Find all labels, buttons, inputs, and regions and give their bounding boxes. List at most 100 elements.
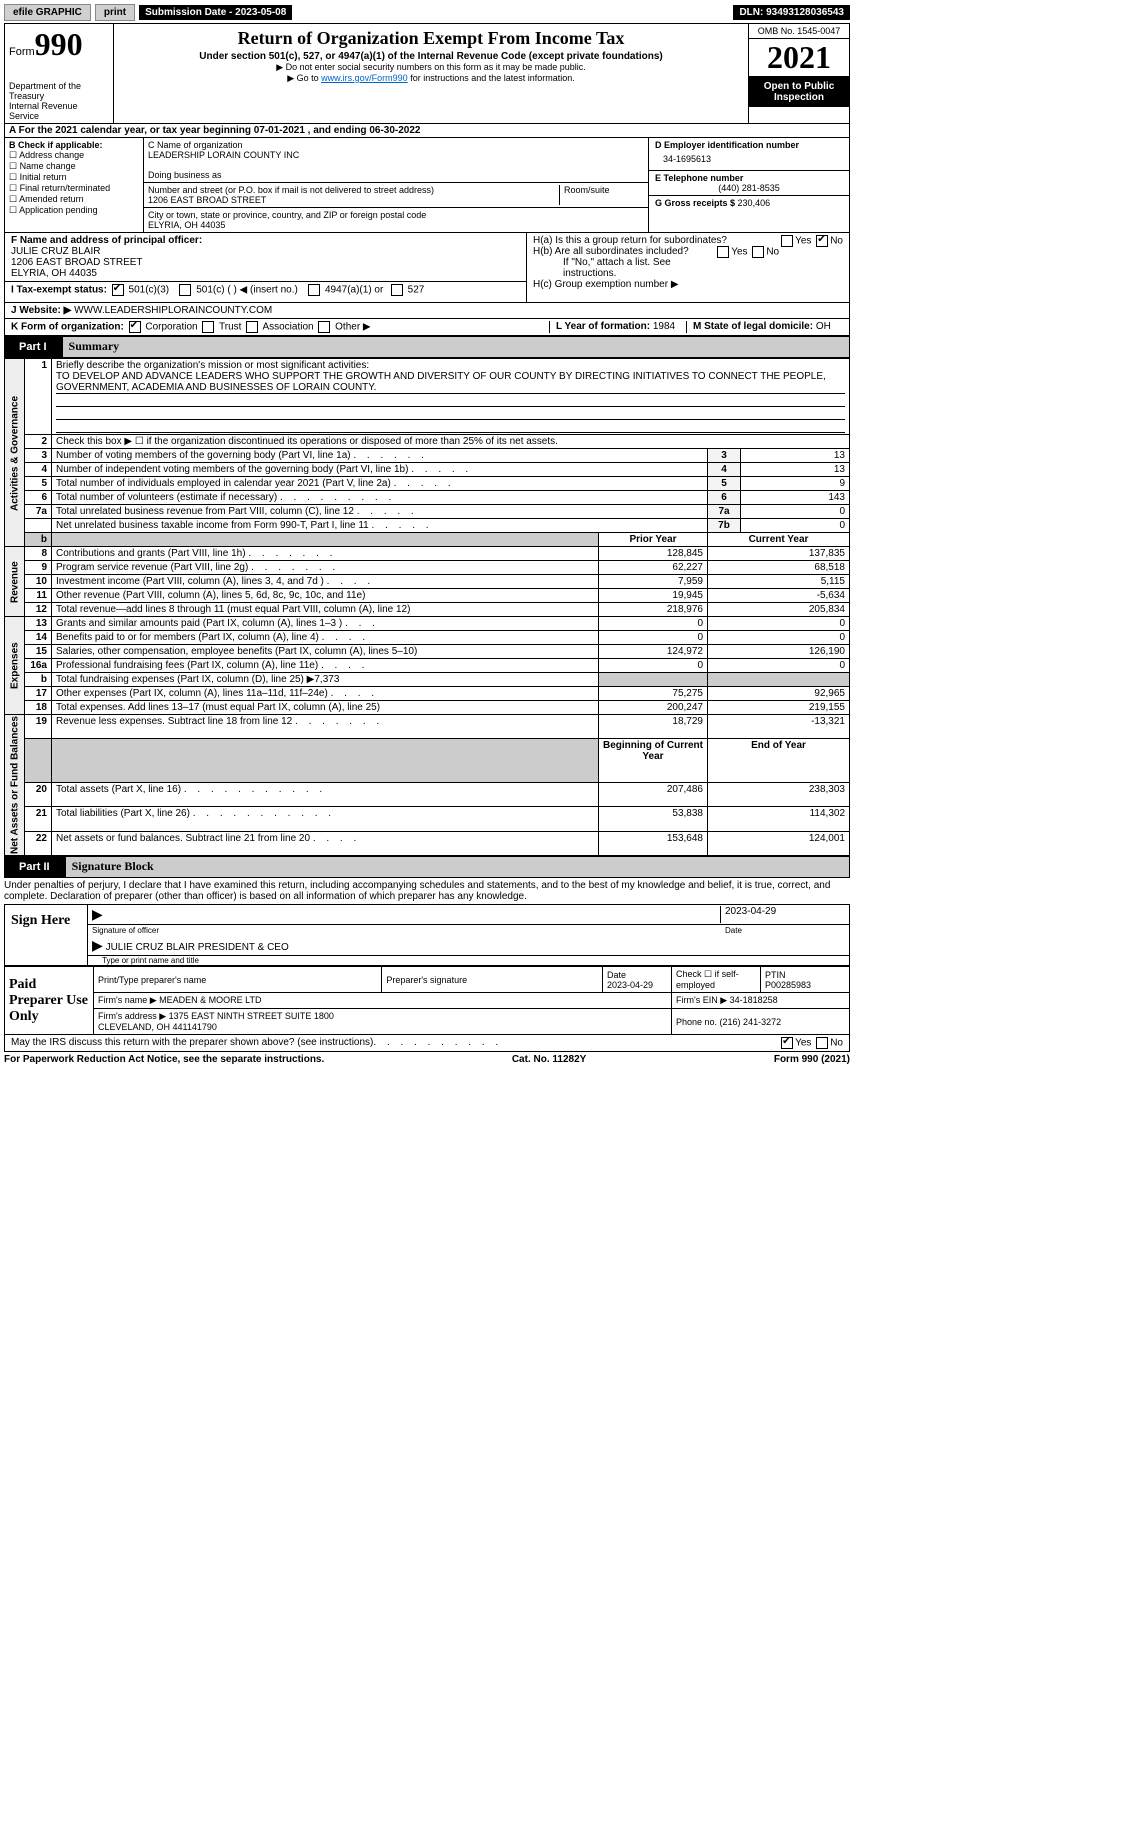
ln13c: 0: [708, 617, 850, 631]
omb-number: OMB No. 1545-0047: [749, 24, 849, 38]
ln20t: Total assets (Part X, line 16): [56, 784, 181, 795]
discuss-no[interactable]: [816, 1037, 828, 1049]
ln9: Program service revenue (Part VIII, line…: [52, 561, 599, 575]
cb-assoc[interactable]: [246, 321, 258, 333]
prep-h1: Print/Type preparer's name: [94, 967, 382, 993]
row-a-period: A For the 2021 calendar year, or tax yea…: [4, 124, 850, 138]
preparer-table: Paid Preparer Use Only Print/Type prepar…: [4, 966, 850, 1035]
b-item-2[interactable]: ☐ Initial return: [9, 172, 139, 183]
hb-yes[interactable]: [717, 246, 729, 258]
firm-ein: Firm's EIN ▶ 34-1818258: [672, 993, 850, 1009]
sig-name-line: ▶ JULIE CRUZ BLAIR PRESIDENT & CEO: [88, 936, 849, 956]
discuss-yn: Yes No: [779, 1037, 843, 1049]
ln16ap: 0: [599, 659, 708, 673]
b-item-3[interactable]: ☐ Final return/terminated: [9, 183, 139, 194]
cb-4947[interactable]: [308, 284, 320, 296]
ln12-num: 12: [25, 603, 52, 617]
discuss-yes[interactable]: [781, 1037, 793, 1049]
ln4v: 13: [741, 463, 850, 477]
prep-h4: Check ☐ if self-employed: [672, 967, 761, 993]
block-b-to-g: B Check if applicable: ☐ Address change …: [4, 138, 850, 233]
cb-corp[interactable]: [129, 321, 141, 333]
ein-lbl2: Firm's EIN ▶: [676, 995, 730, 1005]
ln16b: Total fundraising expenses (Part IX, col…: [52, 673, 599, 687]
mission-label: Briefly describe the organization's miss…: [56, 360, 845, 371]
ln22-num: 22: [25, 831, 52, 855]
k-label: K Form of organization:: [11, 322, 124, 333]
h-a: H(a) Is this a group return for subordin…: [533, 235, 843, 246]
col-b: B Check if applicable: ☐ Address change …: [5, 138, 144, 232]
ln3: Number of voting members of the governin…: [52, 449, 708, 463]
firm-val: MEADEN & MOORE LTD: [159, 995, 261, 1005]
ln14p: 0: [599, 631, 708, 645]
ln4: Number of independent voting members of …: [52, 463, 708, 477]
ln11t: Other revenue (Part VIII, column (A), li…: [56, 590, 365, 601]
summary-table: Activities & Governance 1 Briefly descri…: [4, 358, 850, 856]
efile-label: efile GRAPHIC: [4, 4, 91, 21]
part1-tab: Part I: [11, 339, 55, 355]
ln3b: 3: [708, 449, 741, 463]
ln18t: Total expenses. Add lines 13–17 (must eq…: [56, 702, 380, 713]
ln22p: 153,648: [599, 831, 708, 855]
cb-501c[interactable]: [179, 284, 191, 296]
ln14: Benefits paid to or for members (Part IX…: [52, 631, 599, 645]
footer-right: Form 990 (2021): [774, 1054, 850, 1065]
h-b: H(b) Are all subordinates included? Yes …: [533, 246, 843, 257]
hb-no[interactable]: [752, 246, 764, 258]
sign-here-block: Sign Here ▶ 2023-04-29 Signature of offi…: [4, 904, 850, 966]
header-mid: Return of Organization Exempt From Incom…: [114, 24, 748, 123]
hb-label: H(b) Are all subordinates included?: [533, 246, 689, 257]
ha-no[interactable]: [816, 235, 828, 247]
b-item-0[interactable]: ☐ Address change: [9, 150, 139, 161]
ln5: Total number of individuals employed in …: [52, 477, 708, 491]
k3: Association: [262, 322, 313, 333]
ein-val2: 34-1818258: [730, 995, 778, 1005]
ln14-num: 14: [25, 631, 52, 645]
form-number: 990: [35, 26, 83, 62]
i-o3: 4947(a)(1) or: [325, 285, 383, 296]
officer-name: JULIE CRUZ BLAIR: [11, 246, 100, 257]
ln5b: 5: [708, 477, 741, 491]
fphone-val: (216) 241-3272: [720, 1017, 782, 1027]
ha-yes[interactable]: [781, 235, 793, 247]
ln22t: Net assets or fund balances. Subtract li…: [56, 833, 310, 844]
arrow-icon-2: ▶: [92, 937, 103, 953]
b-item-4[interactable]: ☐ Amended return: [9, 194, 139, 205]
ln13: Grants and similar amounts paid (Part IX…: [52, 617, 599, 631]
ln5-num: 5: [25, 477, 52, 491]
ln7ab: 7a: [708, 505, 741, 519]
part2-header: Part II Signature Block: [4, 856, 850, 878]
ln3-num: 3: [25, 449, 52, 463]
ln20p: 207,486: [599, 782, 708, 806]
ln19: Revenue less expenses. Subtract line 18 …: [52, 715, 599, 739]
cb-trust[interactable]: [202, 321, 214, 333]
footer-left: For Paperwork Reduction Act Notice, see …: [4, 1054, 324, 1065]
ln19-num: 19: [25, 715, 52, 739]
discuss-row: May the IRS discuss this return with the…: [4, 1035, 850, 1052]
c-name-label: C Name of organization: [148, 140, 644, 150]
ln5v: 9: [741, 477, 850, 491]
b-item-5[interactable]: ☐ Application pending: [9, 205, 139, 216]
b2: Initial return: [20, 172, 67, 182]
ln16bp: [599, 673, 708, 687]
blank3: [56, 420, 845, 433]
firm-name: Firm's name ▶ MEADEN & MOORE LTD: [94, 993, 672, 1009]
cb-501c3[interactable]: [112, 284, 124, 296]
ln20c: 238,303: [708, 782, 850, 806]
print-button[interactable]: print: [95, 4, 135, 21]
ein-value: 34-1695613: [655, 150, 843, 168]
firm-lbl: Firm's name ▶: [98, 995, 159, 1005]
cb-527[interactable]: [391, 284, 403, 296]
irs-link[interactable]: www.irs.gov/Form990: [321, 73, 408, 83]
dept-label: Department of the Treasury Internal Reve…: [9, 81, 109, 121]
ln21t: Total liabilities (Part X, line 26): [56, 808, 190, 819]
cb-other[interactable]: [318, 321, 330, 333]
ln7a-num: 7a: [25, 505, 52, 519]
b-item-1[interactable]: ☐ Name change: [9, 161, 139, 172]
ln6v: 143: [741, 491, 850, 505]
ln7a: Total unrelated business revenue from Pa…: [52, 505, 708, 519]
ln8c: 137,835: [708, 547, 850, 561]
ln10-num: 10: [25, 575, 52, 589]
org-city: ELYRIA, OH 44035: [148, 220, 644, 230]
dln-label: DLN:: [739, 7, 766, 18]
